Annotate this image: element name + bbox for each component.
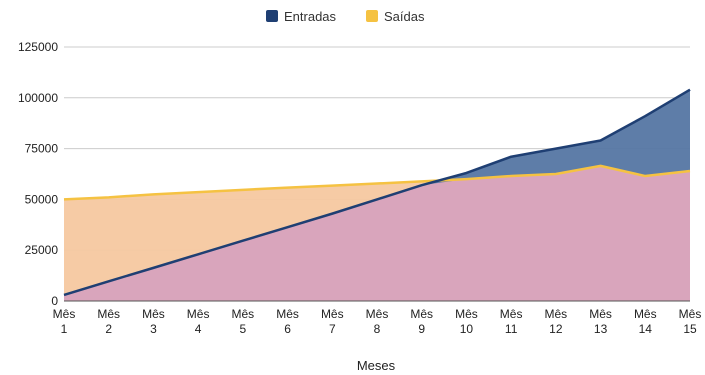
area-overlap	[64, 165, 690, 301]
legend: Entradas Saídas	[266, 9, 425, 24]
x-tick-label-2: Mês 2	[97, 307, 120, 336]
y-tick-label-1: 25000	[25, 243, 59, 257]
legend-label-entradas: Entradas	[284, 9, 337, 24]
x-tick-label-6: Mês 6	[276, 307, 299, 336]
x-tick-label-5: Mês 5	[232, 307, 255, 336]
line-saidas	[63, 164, 691, 201]
x-tick-label-15: Mês 15	[679, 307, 702, 336]
x-tick-label-13: Mês 13	[589, 307, 612, 336]
y-tick-label-4: 100000	[18, 91, 58, 105]
y-tick-label-3: 75000	[25, 142, 59, 156]
legend-swatch-entradas	[266, 10, 278, 22]
line-layer	[63, 88, 691, 297]
x-tick-label-14: Mês 14	[634, 307, 657, 336]
legend-swatch-saidas	[366, 10, 378, 22]
x-axis-title: Meses	[357, 358, 396, 373]
x-tick-label-8: Mês 8	[366, 307, 389, 336]
axis-layer: 0 25000 50000 75000 100000 125000 Mês 1 Mês 2 Mês 3…	[18, 40, 701, 336]
x-tick-label-9: Mês 9	[410, 307, 433, 336]
x-tick-label-10: Mês 10	[455, 307, 478, 336]
x-tick-label-12: Mês 12	[545, 307, 568, 336]
x-tick-label-11: Mês 11	[500, 307, 523, 336]
line-entradas	[63, 88, 691, 297]
x-tick-label-3: Mês 3	[142, 307, 165, 336]
y-tick-label-0: 0	[51, 294, 58, 308]
x-tick-label-1: Mês 1	[53, 307, 76, 336]
y-tick-label-2: 50000	[25, 192, 59, 206]
y-tick-label-5: 125000	[18, 40, 58, 54]
x-tick-label-4: Mês 4	[187, 307, 210, 336]
x-tick-label-7: Mês 7	[321, 307, 344, 336]
legend-label-saidas: Saídas	[384, 9, 425, 24]
